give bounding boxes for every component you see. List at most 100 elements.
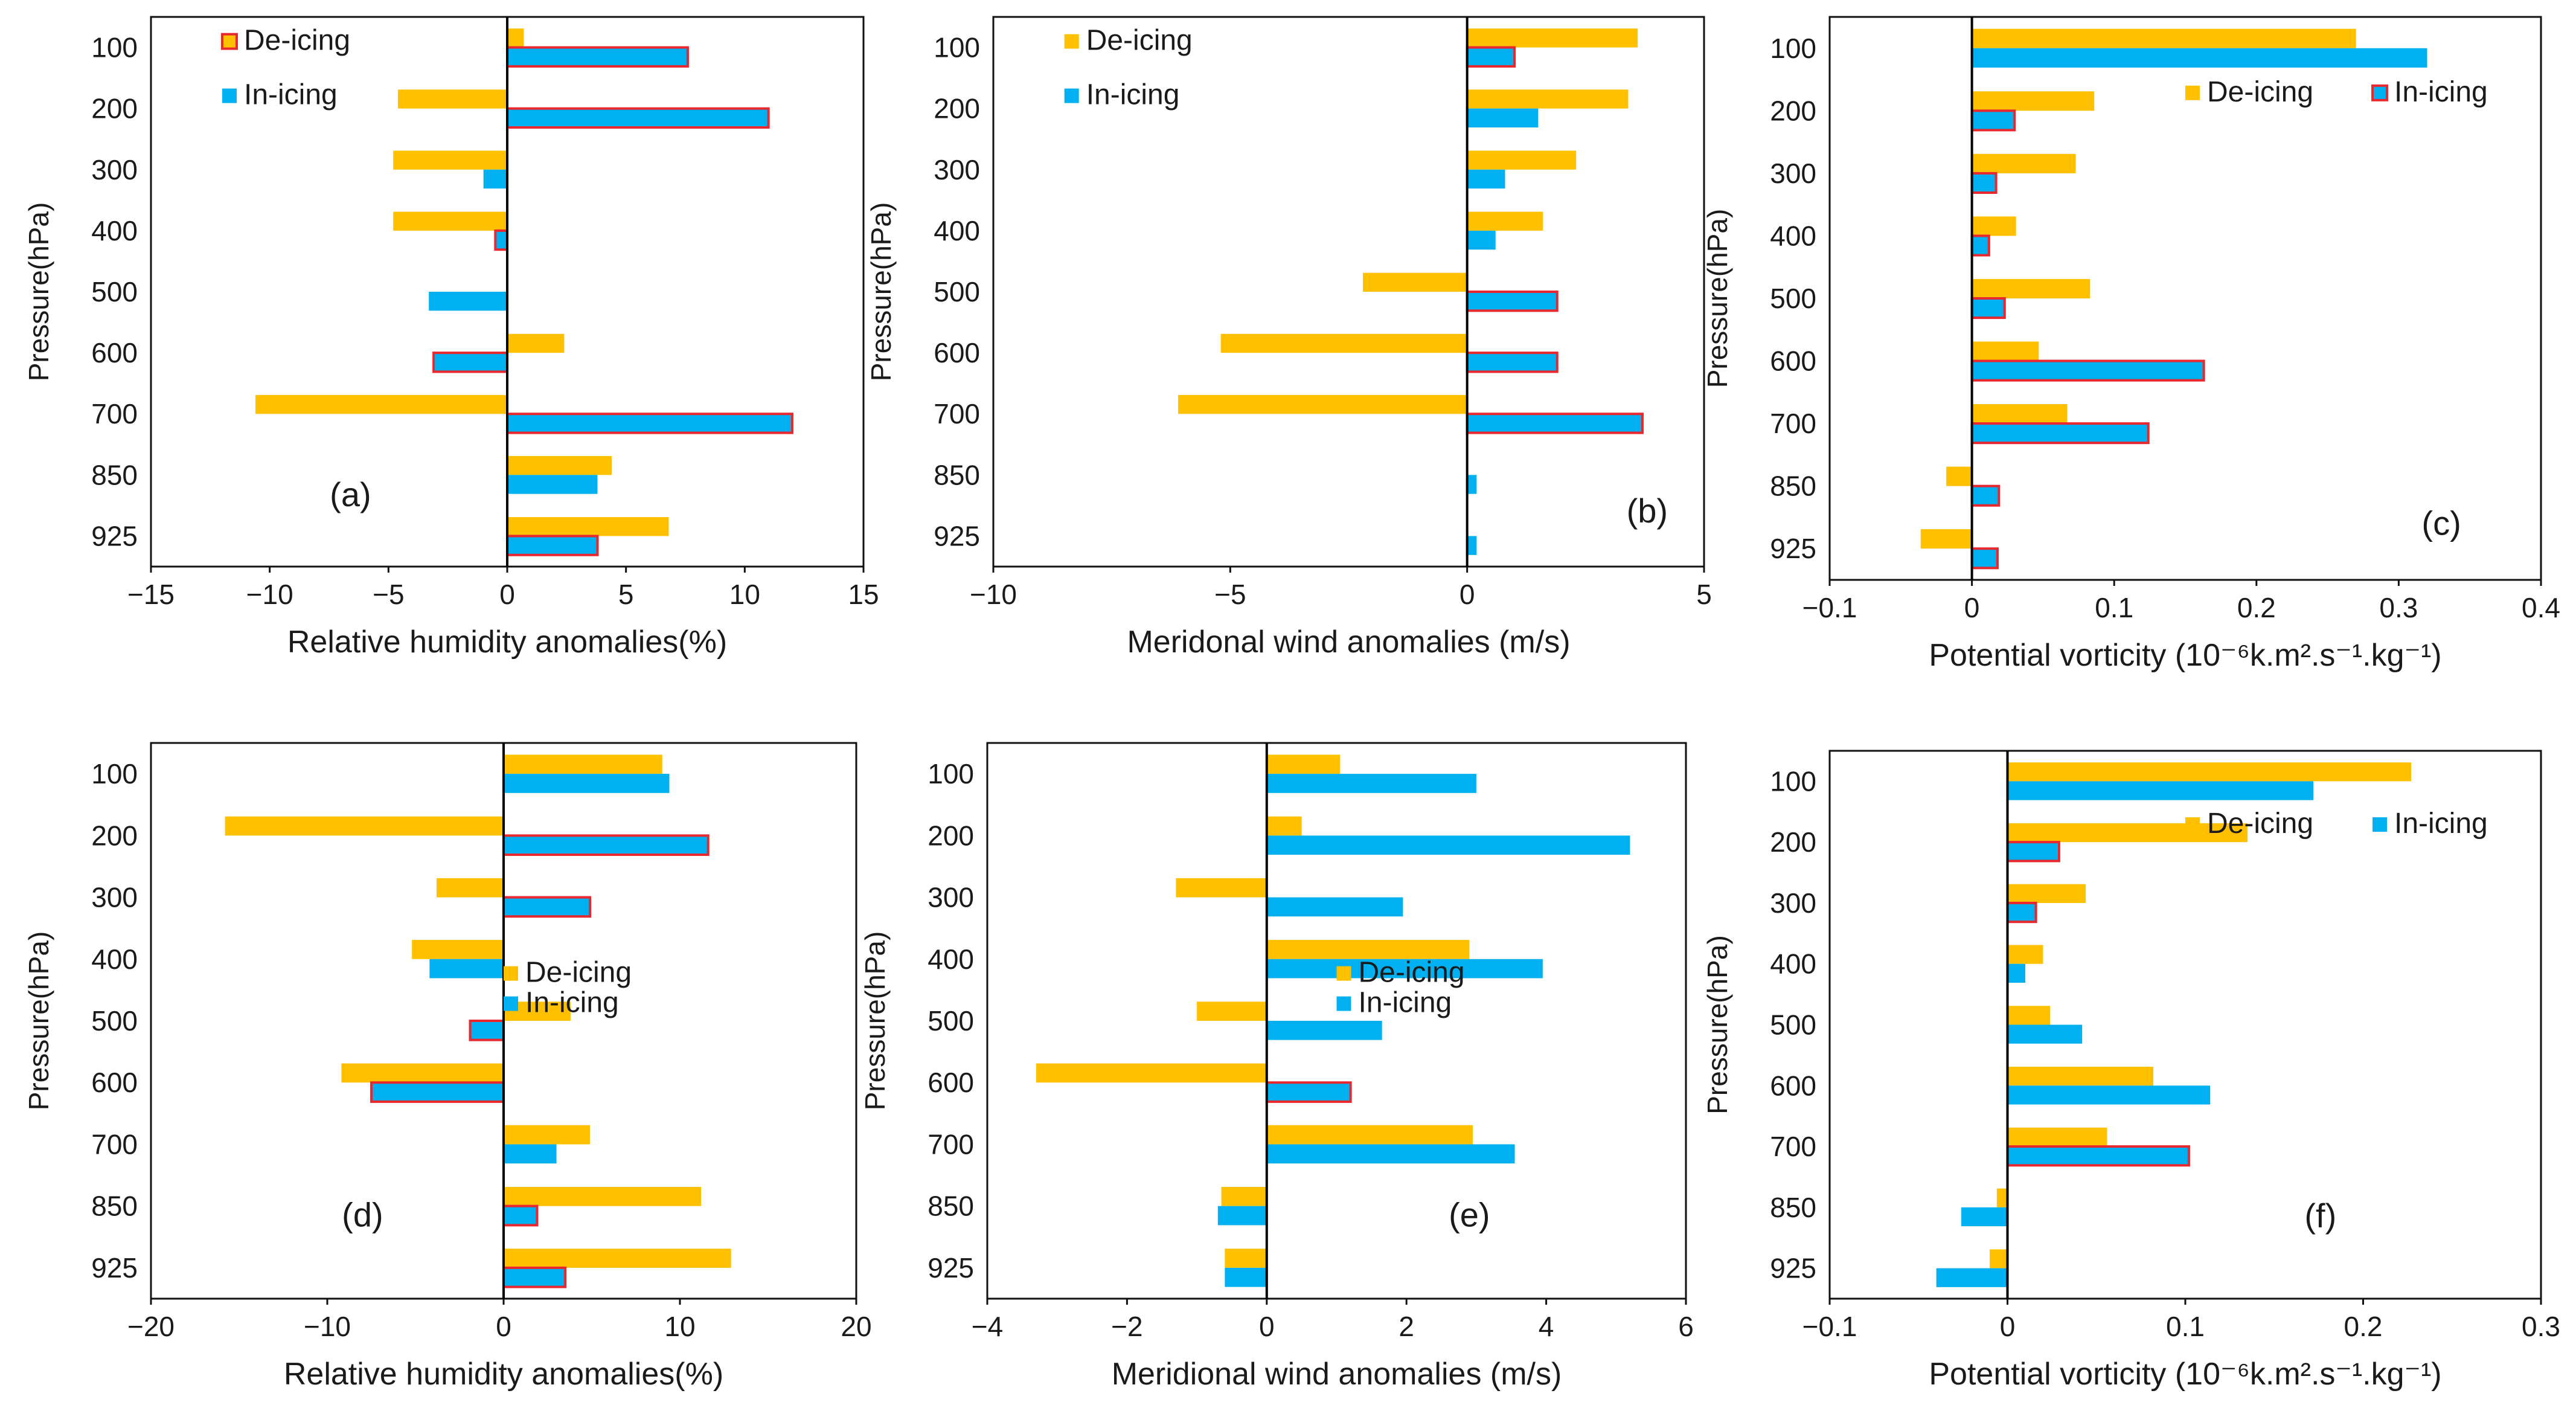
x-tick-label: −10 [246, 579, 293, 610]
y-tick-label: 100 [91, 758, 138, 789]
x-tick-label: 5 [1696, 579, 1712, 610]
bar-de-icing-600 [1220, 333, 1467, 353]
x-tick-label: −5 [373, 579, 404, 610]
bar-de-icing-200 [225, 816, 504, 836]
x-tick-label: 10 [729, 579, 760, 610]
legend-label-de-icing: De-icing [244, 25, 350, 57]
bar-de-icing-700 [255, 394, 507, 414]
y-tick-label: 300 [1770, 158, 1816, 189]
bar-in-icing-925 [1936, 1268, 2008, 1287]
y-tick-label: 400 [91, 943, 138, 975]
bar-in-icing-600 [1265, 1081, 1352, 1103]
x-axis-title: Relative humidity anomalies(%) [284, 1357, 723, 1392]
chart-panel-4: 100 200 300 400 500 600 700 850 925 −20 −10 0 10 20 Re… [23, 742, 872, 1392]
legend-swatch-de-icing [221, 33, 238, 50]
x-tick-label: 20 [841, 1311, 871, 1342]
bar-in-icing-400 [429, 959, 504, 979]
y-axis-title: Pressure(hPa) [1702, 935, 1733, 1114]
legend-label-in-icing: In-icing [1086, 79, 1180, 111]
bar-in-icing-400 [2007, 963, 2025, 983]
plot-frame [1828, 16, 2542, 581]
y-tick-label: 600 [1770, 1070, 1816, 1101]
bar-in-icing-300 [483, 169, 507, 189]
bar-de-icing-100 [507, 28, 524, 48]
x-tick-label: 0.1 [2166, 1311, 2205, 1342]
bar-in-icing-300 [2006, 901, 2037, 924]
plot-frame [992, 16, 1705, 568]
y-tick-label: 850 [91, 1191, 138, 1222]
x-axis-title: Relative humidity anomalies(%) [287, 625, 727, 660]
legend-swatch-in-icing [2371, 84, 2388, 101]
legend-swatch-de-icing [1064, 34, 1079, 49]
x-tick-label: −2 [1111, 1311, 1142, 1342]
bar-in-icing-600 [1466, 352, 1559, 373]
bar-in-icing-850 [1970, 484, 2001, 507]
bar-in-icing-500 [1266, 1021, 1382, 1040]
bar-de-icing-700 [2007, 1127, 2107, 1147]
bar-in-icing-200 [2006, 841, 2060, 863]
x-tick-label: 0.4 [2522, 592, 2560, 623]
legend-label-de-icing: De-icing [525, 957, 632, 989]
y-tick-label: 700 [934, 398, 980, 429]
chart-panel-1: 100 200 300 400 500 600 700 850 925 −15 −10 −5 0 5 10 1… [23, 16, 879, 660]
legend-label-de-icing: De-icing [2207, 808, 2313, 840]
bar-de-icing-925 [1920, 529, 1972, 549]
bar-in-icing-100 [1466, 46, 1516, 68]
panel-label: (b) [1627, 492, 1668, 530]
chart-panel-6: 100 200 300 400 500 600 700 850 925 −0.1 0 0.1 0.2 0.… [1702, 750, 2560, 1392]
y-tick-label: 300 [91, 154, 138, 185]
bar-de-icing-925 [1990, 1249, 2008, 1268]
bar-in-icing-850 [1961, 1207, 2008, 1227]
x-tick-label: 2 [1399, 1311, 1414, 1342]
y-tick-label: 200 [1770, 95, 1816, 126]
bar-in-icing-100 [506, 46, 689, 68]
bar-in-icing-100 [1972, 48, 2427, 68]
bar-in-icing-400 [1266, 959, 1543, 979]
y-tick-label: 850 [91, 459, 138, 490]
legend-swatch-de-icing [2185, 817, 2200, 832]
bar-de-icing-300 [437, 878, 504, 898]
y-tick-label: 500 [1770, 1009, 1816, 1041]
bar-in-icing-850 [502, 1204, 539, 1227]
bar-in-icing-300 [1467, 169, 1505, 189]
x-tick-label: 0 [2000, 1311, 2016, 1342]
y-tick-label: 925 [91, 1252, 138, 1284]
x-tick-label: −15 [127, 579, 175, 610]
bar-de-icing-400 [2007, 945, 2043, 964]
y-tick-label: 200 [91, 820, 138, 851]
y-tick-label: 500 [91, 1005, 138, 1037]
legend-label-de-icing: De-icing [2207, 76, 2313, 108]
legend-label-in-icing: In-icing [2394, 808, 2488, 840]
bar-in-icing-500 [1466, 291, 1559, 312]
legend-swatch-in-icing [2373, 817, 2387, 832]
bar-in-icing-300 [1266, 897, 1403, 917]
panel-label: (c) [2421, 504, 2461, 542]
bar-de-icing-300 [393, 150, 507, 170]
y-tick-label: 400 [91, 215, 138, 246]
x-axis-title: Potential vorticity (10⁻⁶k.m².s⁻¹.kg⁻¹) [1929, 1357, 2441, 1392]
bar-de-icing-850 [1221, 1186, 1267, 1206]
y-tick-label: 400 [934, 215, 980, 246]
x-tick-label: −5 [1214, 579, 1246, 610]
legend-swatch-de-icing [2185, 85, 2200, 100]
bar-in-icing-700 [1266, 1144, 1515, 1164]
y-tick-label: 700 [91, 398, 138, 429]
y-tick-label: 700 [1770, 1131, 1816, 1162]
bar-in-icing-200 [1970, 109, 2016, 132]
y-tick-label: 400 [1770, 220, 1816, 251]
bar-in-icing-700 [1970, 422, 2150, 445]
y-tick-label: 500 [1770, 283, 1816, 314]
panel-label: (e) [1449, 1195, 1490, 1233]
y-tick-label: 600 [934, 337, 980, 368]
bar-de-icing-400 [1467, 211, 1543, 231]
bar-in-icing-500 [429, 292, 507, 311]
bar-in-icing-200 [502, 834, 710, 857]
bar-in-icing-600 [432, 352, 508, 373]
y-tick-label: 400 [1770, 948, 1816, 980]
x-tick-label: 0 [499, 579, 515, 610]
panel-label: (d) [342, 1195, 383, 1233]
y-tick-label: 925 [1770, 533, 1816, 564]
